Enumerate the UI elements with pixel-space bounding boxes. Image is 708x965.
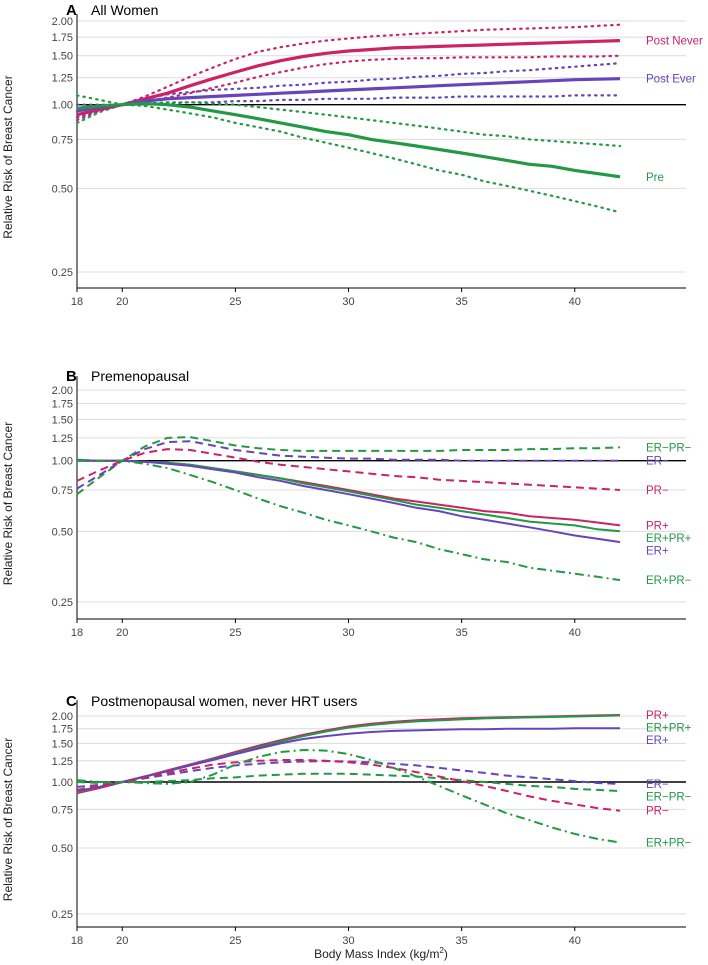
series-label: ER−PR− — [646, 442, 692, 454]
y-tick-label: 1.75 — [52, 724, 73, 736]
y-tick-label: 1.25 — [52, 73, 73, 85]
series-line — [76, 436, 621, 495]
y-axis-title: Relative Risk of Breast Cancer — [1, 738, 15, 901]
panel-letter: C — [66, 693, 77, 710]
panel-title: Premenopausal — [91, 368, 189, 384]
y-tick-label: 0.50 — [52, 526, 73, 538]
y-tick-label: 0.25 — [52, 909, 73, 921]
y-tick-label: 0.75 — [52, 804, 73, 816]
y-tick-label: 0.50 — [52, 843, 73, 855]
x-tick-label: 30 — [342, 935, 354, 947]
series-line — [76, 39, 621, 117]
series-label: ER+PR+ — [646, 723, 692, 735]
x-tick-label: 20 — [116, 296, 128, 308]
series-label: ER+PR− — [646, 575, 692, 587]
series-label: ER+ — [646, 735, 669, 747]
x-tick-label: 18 — [71, 935, 83, 947]
y-tick-label: 1.50 — [52, 738, 73, 750]
x-tick-label: 35 — [456, 935, 468, 947]
x-tick-label: 40 — [569, 296, 581, 308]
series-line — [76, 749, 621, 844]
series-label: Pre — [646, 172, 664, 184]
series-label: ER+PR+ — [646, 533, 692, 545]
y-tick-label: 1.50 — [52, 414, 73, 426]
x-axis-title-main: Body Mass Index (kg/m — [314, 947, 439, 961]
x-tick-label: 35 — [456, 296, 468, 308]
series-line — [76, 759, 621, 812]
series-line — [75, 54, 622, 122]
y-tick-label: 1.00 — [52, 100, 73, 112]
series-label: ER−PR− — [646, 791, 692, 803]
series-label: PR+ — [646, 520, 669, 532]
x-tick-label: 25 — [229, 296, 241, 308]
x-tick-label: 20 — [116, 935, 128, 947]
x-tick-label: 30 — [342, 627, 354, 639]
x-axis-title: Body Mass Index (kg/m2) — [314, 946, 448, 961]
series-label: PR+ — [646, 710, 669, 722]
series-label: ER− — [646, 779, 669, 791]
series-line — [76, 448, 621, 491]
y-tick-label: 1.75 — [52, 32, 73, 44]
y-axis-title: Relative Risk of Breast Cancer — [1, 422, 15, 585]
y-tick-label: 0.75 — [52, 485, 73, 497]
x-tick-label: 25 — [229, 627, 241, 639]
panel-title: Postmenopausal women, never HRT users — [91, 693, 357, 709]
series-line — [77, 459, 621, 544]
panel-c: 0.25 0.50 0.75 1.00 1.25 1.50 1.752.00 18 20 25 30… — [1, 693, 692, 947]
series-label: PR− — [646, 485, 669, 497]
y-tick-label: 0.75 — [52, 134, 73, 146]
x-axis-title-superscript: 2 — [439, 946, 444, 955]
series-line — [76, 458, 621, 533]
x-tick-label: 18 — [71, 296, 83, 308]
y-tick-label: 2.00 — [52, 16, 73, 28]
series-label: Post Ever — [646, 74, 696, 86]
x-tick-label: 40 — [569, 627, 581, 639]
panel-title: All Women — [91, 2, 158, 18]
series-line — [76, 440, 620, 490]
y-tick-label: 1.00 — [52, 456, 73, 468]
x-tick-label: 30 — [342, 296, 354, 308]
x-tick-label: 35 — [456, 627, 468, 639]
y-tick-label: 0.50 — [52, 183, 73, 195]
y-tick-label: 2.00 — [52, 711, 73, 723]
series-line — [76, 77, 621, 113]
series-line — [76, 727, 620, 792]
y-tick-label: 1.50 — [52, 51, 73, 63]
series-label: ER+PR− — [646, 837, 692, 849]
y-tick-label: 0.25 — [52, 597, 73, 609]
series-label: Post Never — [646, 36, 703, 48]
panel-letter: B — [66, 368, 77, 385]
x-axis-title-close: ) — [444, 947, 448, 961]
y-tick-label: 2.00 — [52, 385, 73, 397]
panel-b: 0.25 0.50 0.75 1.00 1.25 1.50 1.75 2.00 18 20 25 30… — [1, 368, 692, 639]
x-tick-label: 40 — [569, 935, 581, 947]
panel-a: 0.25 0.50 0.75 1.00 1.25 1.50 1.75 2.00 18 20 25 30… — [1, 2, 703, 308]
x-tick-label: 25 — [229, 935, 241, 947]
series-line — [77, 459, 621, 582]
x-tick-label: 18 — [71, 627, 83, 639]
series-label: PR− — [646, 806, 669, 818]
series-line — [75, 103, 622, 214]
y-tick-label: 1.00 — [52, 777, 73, 789]
y-tick-label: 1.25 — [52, 433, 73, 445]
series-label: ER+ — [646, 545, 669, 557]
y-axis-title: Relative Risk of Breast Cancer — [1, 75, 15, 238]
x-tick-label: 20 — [116, 627, 128, 639]
panel-letter: A — [66, 2, 77, 19]
series-line — [76, 101, 621, 179]
y-tick-label: 1.25 — [52, 756, 73, 768]
series-line — [75, 94, 622, 148]
y-tick-label: 1.75 — [52, 399, 73, 411]
y-tick-label: 0.25 — [52, 267, 73, 279]
series-label: ER− — [646, 456, 669, 468]
